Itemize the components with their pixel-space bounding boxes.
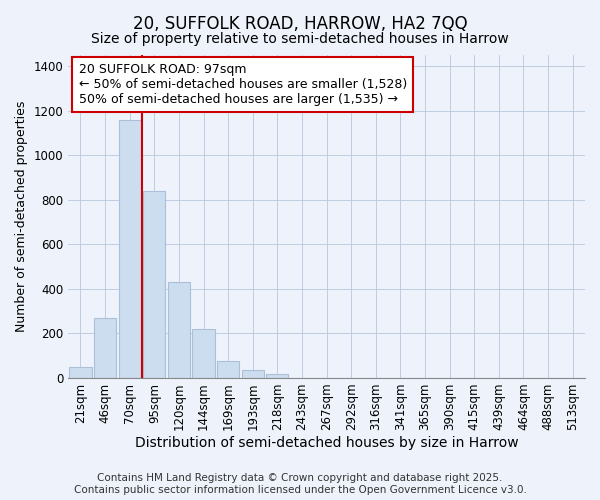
- Bar: [119, 120, 141, 378]
- Bar: [94, 318, 116, 378]
- Y-axis label: Number of semi-detached properties: Number of semi-detached properties: [15, 101, 28, 332]
- Bar: [70, 367, 92, 378]
- Bar: [168, 282, 190, 378]
- Text: Size of property relative to semi-detached houses in Harrow: Size of property relative to semi-detach…: [91, 32, 509, 46]
- Text: Contains HM Land Registry data © Crown copyright and database right 2025.
Contai: Contains HM Land Registry data © Crown c…: [74, 474, 526, 495]
- Bar: [242, 370, 264, 378]
- Bar: [193, 329, 215, 378]
- X-axis label: Distribution of semi-detached houses by size in Harrow: Distribution of semi-detached houses by …: [135, 436, 518, 450]
- Bar: [217, 362, 239, 378]
- Text: 20 SUFFOLK ROAD: 97sqm
← 50% of semi-detached houses are smaller (1,528)
50% of : 20 SUFFOLK ROAD: 97sqm ← 50% of semi-det…: [79, 63, 407, 106]
- Bar: [266, 374, 289, 378]
- Bar: [143, 191, 166, 378]
- Text: 20, SUFFOLK ROAD, HARROW, HA2 7QQ: 20, SUFFOLK ROAD, HARROW, HA2 7QQ: [133, 15, 467, 33]
